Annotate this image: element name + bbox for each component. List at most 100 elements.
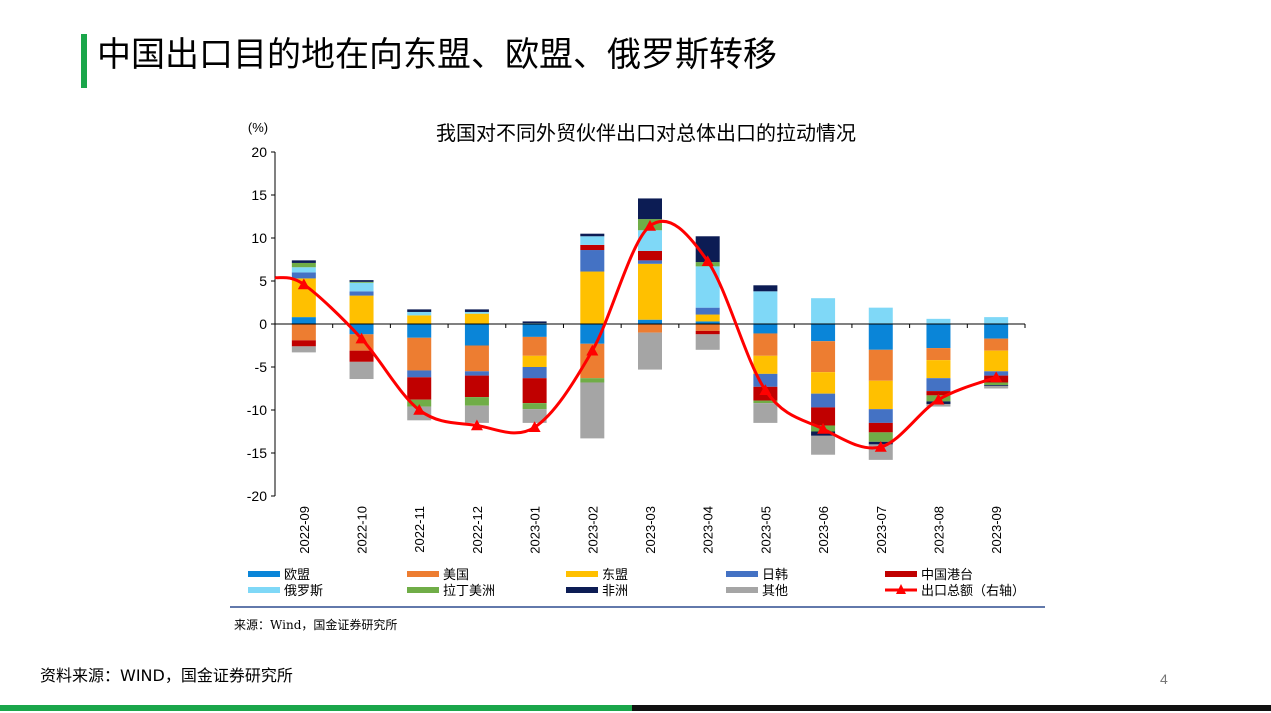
bar-segment [695,307,720,315]
bar-segment [291,317,316,324]
legend-label: 中国港台 [921,568,973,583]
bar-segment [811,298,836,324]
bar-segment [464,397,489,406]
legend-label: 俄罗斯 [284,584,323,599]
bar-segment [580,236,605,245]
bar-segment [407,370,432,378]
bar-segment [984,350,1009,372]
x-tick-label: 2023-04 [701,506,716,554]
export-total-marker [990,371,1003,383]
legend-label: 其他 [762,584,788,599]
bar-segment [926,318,951,324]
bar-segment [926,403,951,407]
bar-segment [349,295,374,324]
chart: 我国对不同外贸伙伴出口对总体出口的拉动情况 (%) 20 15 10 5 0 -5 -10 -15… [230,108,1050,640]
bar-segment [522,367,547,379]
bar-segment [291,262,316,268]
legend-label: 出口总额（右轴） [921,584,1025,599]
legend-swatch [885,571,917,577]
export-total-marker [817,422,830,434]
bar-segment [522,355,547,367]
bar-segment [868,380,893,410]
bar-segment [522,378,547,404]
bar-segment [407,399,432,407]
bar-segment [638,319,662,324]
bar-segment [580,233,605,237]
x-tick-label: 2022-11 [412,506,427,553]
bar-segment [464,371,489,376]
bar-segment [522,403,547,410]
title-accent-bar [81,34,87,88]
export-total-marker [470,419,483,431]
bar-segment [753,285,778,292]
bar-segment [349,282,374,292]
y-tick-label: -20 [247,488,267,504]
x-tick-label: 2022-12 [470,506,485,554]
bar-segment [580,250,605,272]
bar-segment [349,281,374,283]
y-tick-label: -15 [247,445,267,461]
bar-segment [984,385,1009,389]
bar-segment [349,324,374,335]
bar-segment [753,291,778,324]
export-total-line [274,219,997,450]
bar-segment [522,409,547,423]
bar-segment [291,340,316,347]
x-tick-label: 2022-10 [355,506,370,554]
bar-segment [407,309,432,312]
bar-segment [464,375,489,398]
bar-segment [580,378,605,383]
chart-title: 我国对不同外贸伙伴出口对总体出口的拉动情况 [436,121,856,145]
legend-swatch [726,571,758,577]
y-tick-label: 10 [251,230,267,246]
bar-segment [407,315,432,324]
bar-segment [638,260,662,264]
bar-segment [638,250,662,261]
legend-swatch [726,587,758,593]
bar-segment [984,317,1009,324]
bar-segment [811,435,836,455]
bar-segment [868,307,893,324]
bar-segment [638,263,662,320]
bar-segment [407,311,432,316]
bar-segment [580,271,605,324]
bar-segment [926,348,951,361]
bottom-bar-black [632,705,1271,711]
legend-swatch [407,587,439,593]
bar-segment [349,280,374,282]
export-total-marker [874,440,887,452]
bar-segment [695,324,720,331]
bar-segment [464,309,489,312]
bar-segment [638,324,662,333]
y-tick-label: 0 [259,316,267,332]
bar-segment [811,372,836,394]
legend-label: 非洲 [602,584,628,599]
legend-swatch [566,587,598,593]
bar-segment [811,324,836,342]
export-total-marker [528,421,541,432]
bar-segment [868,422,893,433]
bar-segment [464,345,489,372]
bar-segment [811,341,836,373]
bar-segment [868,409,893,423]
legend-swatch [248,587,280,593]
bar-segment [464,324,489,346]
bar-segment [984,338,1009,351]
legend-line-marker [896,584,906,594]
bar-segment [638,198,662,220]
x-tick-label: 2022-09 [297,506,312,554]
bar-segment [926,391,951,396]
bar-segment [291,260,316,263]
bar-segment [695,334,720,350]
bar-segment [695,330,720,335]
legend-label: 日韩 [762,568,788,583]
legend-label: 美国 [443,568,469,583]
bar-segment [753,400,778,404]
bar-segment [291,346,316,353]
export-total-marker [355,332,368,344]
export-total-marker [297,278,310,290]
bar-segment [407,337,432,371]
page-number: 4 [1160,671,1168,687]
bar-segment [638,332,662,370]
bar-segment [291,272,316,279]
